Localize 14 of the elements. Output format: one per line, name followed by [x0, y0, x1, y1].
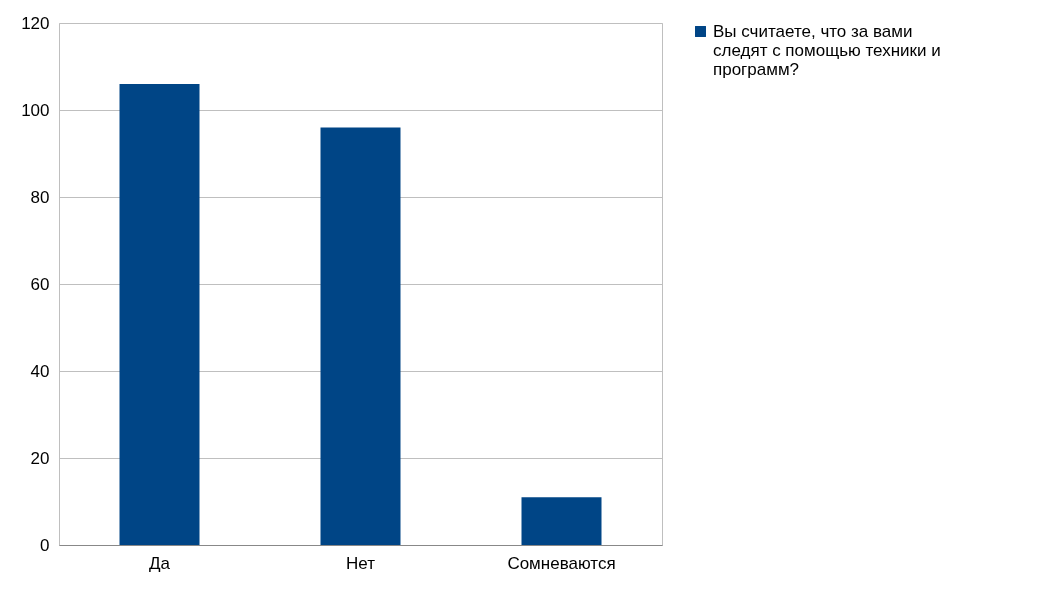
y-tick-label: 80: [30, 187, 50, 207]
y-tick-label: 0: [40, 535, 50, 555]
x-tick-label: Да: [149, 553, 171, 573]
x-tick-label: Нет: [346, 553, 376, 573]
bar: [320, 127, 401, 545]
y-tick-label: 60: [30, 274, 50, 294]
bar: [521, 497, 602, 545]
legend-label: Вы считаете, что за вами следят с помощью техники и программ?: [713, 21, 941, 79]
y-tick-label: 120: [21, 13, 50, 33]
x-tick-label: Сомневаются: [507, 553, 616, 573]
bar: [119, 83, 200, 545]
y-tick-label: 40: [30, 361, 50, 381]
y-tick-label: 20: [30, 448, 50, 468]
y-tick-label: 100: [21, 100, 50, 120]
